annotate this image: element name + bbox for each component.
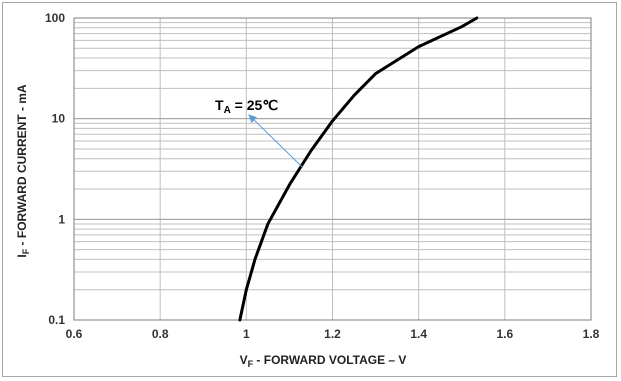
x-tick-label: 1.4 [410, 327, 427, 341]
chart-frame: 0.6 0.8 1 1.2 1.4 1.6 1.8 0.1 1 10 100 TA = 25℃ V… [2, 2, 617, 377]
grid [73, 17, 592, 321]
y-tick-label: 1 [58, 212, 65, 226]
y-tick-label: 0.1 [48, 313, 65, 327]
annotation-label: TA = 25℃ [215, 97, 278, 116]
x-tick-label: 1 [243, 327, 250, 341]
x-axis-label-sub: F [248, 359, 254, 369]
annotation-main: T [215, 97, 224, 113]
x-axis-label-main: V [240, 353, 248, 367]
x-axis-label: VF - FORWARD VOLTAGE – V [240, 353, 407, 369]
x-tick-label: 1.8 [583, 327, 600, 341]
y-axis-label-rest: - FORWARD CURRENT - mA [15, 84, 29, 249]
annotation-rest: = 25℃ [231, 97, 279, 113]
x-tick-label: 0.6 [66, 327, 83, 341]
series-line [238, 16, 479, 322]
annotation-arrow [248, 114, 303, 168]
y-axis-label: IF - FORWARD CURRENT - mA [15, 84, 31, 258]
y-axis-label-main: I [15, 254, 29, 257]
x-axis-label-rest: - FORWARD VOLTAGE – V [253, 353, 406, 367]
y-axis-label-sub: F [21, 248, 31, 254]
annotation-sub: A [224, 105, 231, 116]
x-tick-label: 1.6 [496, 327, 513, 341]
forward-current-chart: 0.6 0.8 1 1.2 1.4 1.6 1.8 0.1 1 10 100 TA = 25℃ V… [15, 11, 600, 369]
y-tick-label: 100 [45, 11, 65, 25]
annotation-arrowhead [248, 114, 258, 123]
temperature-annotation: TA = 25℃ [215, 97, 303, 168]
x-tick-label: 1.2 [324, 327, 341, 341]
x-tick-label: 0.8 [152, 327, 169, 341]
y-axis-ticks: 0.1 1 10 100 [45, 11, 65, 327]
plot-area-border [73, 17, 592, 321]
y-tick-label: 10 [52, 112, 66, 126]
x-axis-ticks: 0.6 0.8 1 1.2 1.4 1.6 1.8 [66, 327, 600, 341]
series-group [238, 16, 479, 322]
